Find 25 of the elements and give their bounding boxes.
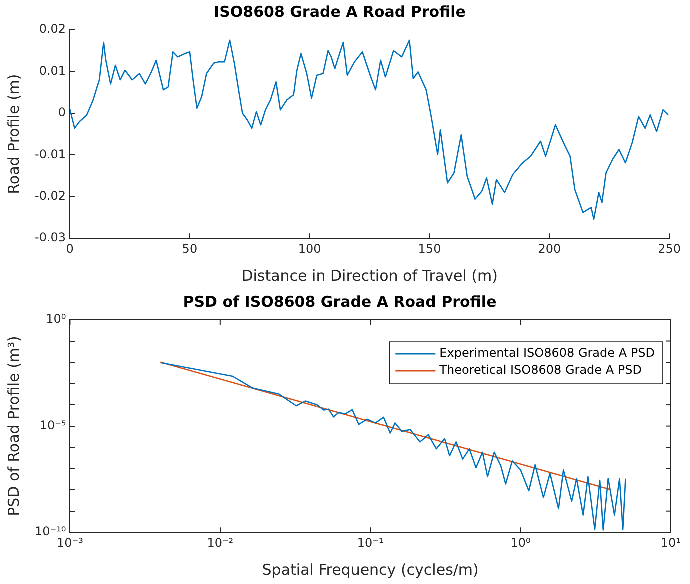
x-tick-label: 250 <box>658 242 681 256</box>
chart-title: PSD of ISO8608 Grade A Road Profile <box>183 292 497 311</box>
x-tick-label: 10⁻² <box>207 536 234 550</box>
y-tick-label: 0 <box>58 106 66 120</box>
x-tick-label: 100 <box>298 242 322 256</box>
x-axis-title: Spatial Frequency (cycles/m) <box>262 560 479 579</box>
y-tick-label: 10⁻⁵ <box>40 418 66 432</box>
chart-title: ISO8608 Grade A Road Profile <box>214 2 466 21</box>
x-tick-label: 10⁻¹ <box>357 536 384 550</box>
y-tick-label: -0.03 <box>34 230 66 245</box>
x-tick-label: 150 <box>418 242 442 256</box>
y-tick-label: 0.02 <box>39 22 66 36</box>
x-tick-label: 200 <box>538 242 562 256</box>
x-axis-title: Distance in Direction of Travel (m) <box>242 266 498 285</box>
x-tick-label: 10⁰ <box>510 536 531 550</box>
x-tick-label: 10¹ <box>660 536 682 550</box>
y-axis-title: PSD of Road Profile (m³) <box>4 336 23 516</box>
y-tick-label: -0.02 <box>34 189 66 204</box>
legend-label: Experimental ISO8608 Grade A PSD <box>440 346 655 360</box>
y-tick-label: -0.01 <box>34 147 66 162</box>
y-tick-label: 10⁰ <box>46 312 66 326</box>
legend-label: Theoretical ISO8608 Grade A PSD <box>438 363 642 378</box>
y-axis-title: Road Profile (m) <box>4 74 23 194</box>
y-tick-label: 0.01 <box>39 64 66 78</box>
x-tick-label: 50 <box>182 242 198 256</box>
